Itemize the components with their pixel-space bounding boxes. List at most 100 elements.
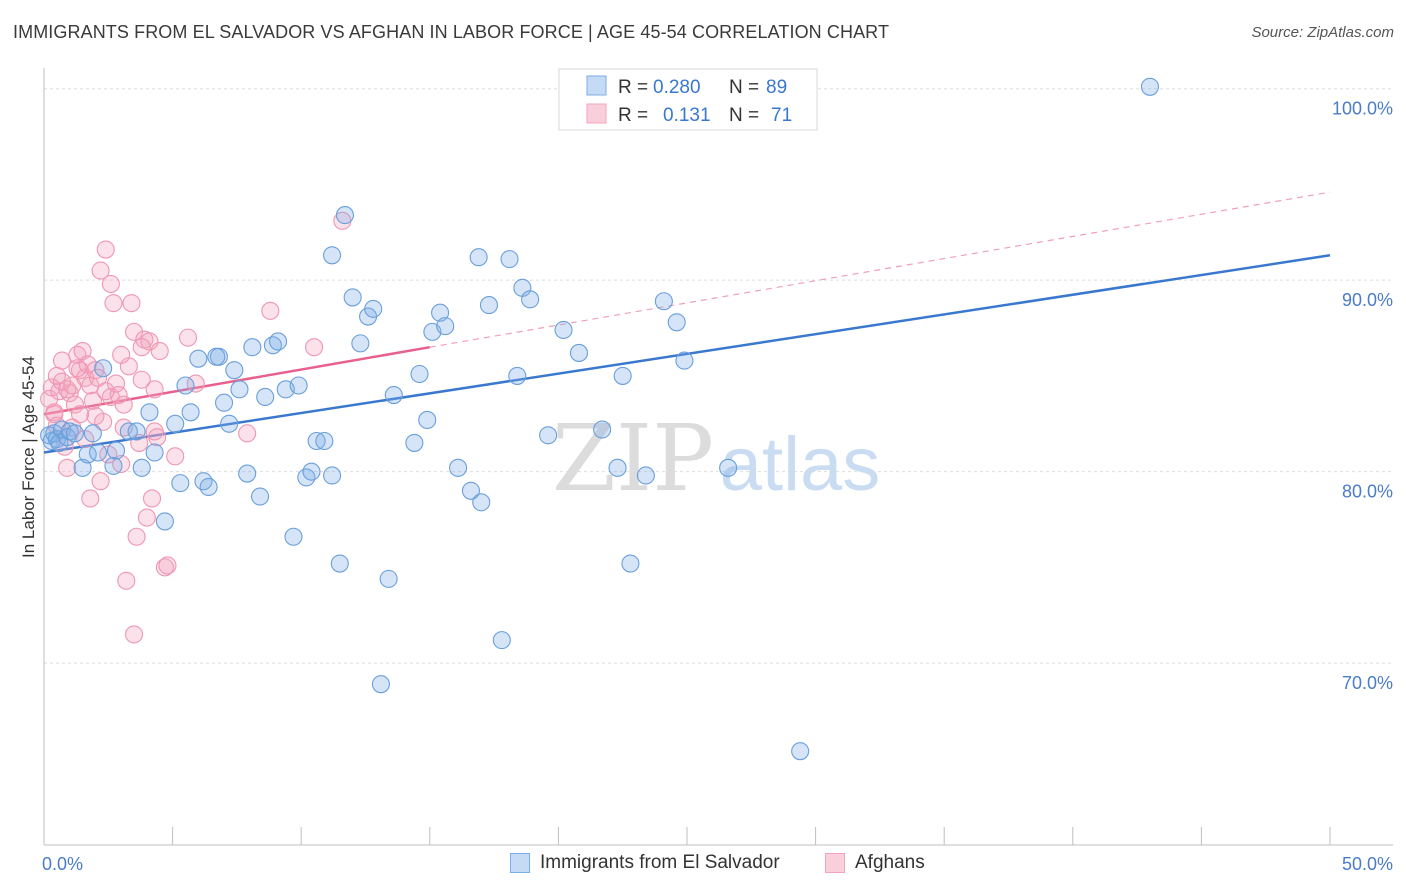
point-el-salvador bbox=[418, 410, 437, 430]
point-afghans bbox=[63, 376, 82, 395]
point-afghans bbox=[112, 345, 131, 364]
point-el-salvador bbox=[127, 422, 146, 441]
point-el-salvador bbox=[140, 403, 159, 422]
legend-label-el-salvador: Immigrants from El Salvador bbox=[540, 852, 780, 873]
legend-box: R = 0.280 N = 89 R = 0.131 N = 71 bbox=[558, 68, 818, 131]
point-afghans bbox=[122, 294, 141, 313]
point-afghans bbox=[114, 395, 133, 414]
point-el-salvador bbox=[243, 338, 262, 357]
point-afghans bbox=[112, 454, 131, 474]
y-axis-label: In Labor Force | Age 45-54 bbox=[19, 356, 38, 558]
point-afghans bbox=[52, 372, 72, 391]
point-el-salvador bbox=[521, 290, 540, 309]
point-el-salvador bbox=[667, 313, 686, 332]
point-el-salvador bbox=[636, 466, 655, 485]
point-el-salvador bbox=[132, 458, 151, 477]
point-el-salvador bbox=[436, 317, 455, 336]
point-el-salvador bbox=[297, 468, 316, 487]
point-el-salvador bbox=[225, 361, 244, 380]
point-el-salvador bbox=[250, 487, 270, 506]
point-afghans bbox=[124, 625, 144, 644]
legend-n-label-1: N = bbox=[729, 77, 759, 98]
watermark-zip: ZIP bbox=[552, 405, 714, 512]
point-afghans bbox=[91, 472, 110, 491]
point-el-salvador bbox=[104, 456, 123, 475]
point-el-salvador bbox=[155, 512, 174, 531]
legend-swatch-el-salvador bbox=[510, 853, 530, 873]
gridlines bbox=[44, 88, 1393, 664]
legend-swatch-blue bbox=[586, 75, 607, 96]
point-afghans bbox=[127, 527, 146, 546]
point-el-salvador bbox=[65, 424, 84, 443]
point-el-salvador bbox=[508, 366, 527, 385]
chart-title: IMMIGRANTS FROM EL SALVADOR VS AFGHAN IN… bbox=[13, 22, 890, 42]
legend-swatch-pink bbox=[586, 103, 607, 124]
point-afghans bbox=[45, 405, 64, 424]
point-el-salvador bbox=[379, 569, 398, 588]
point-afghans bbox=[132, 338, 151, 357]
point-afghans bbox=[101, 274, 120, 294]
point-el-salvador bbox=[199, 477, 218, 497]
point-el-salvador bbox=[207, 347, 226, 366]
point-afghans bbox=[91, 261, 110, 280]
point-el-salvador bbox=[145, 443, 164, 462]
point-el-salvador bbox=[593, 420, 612, 439]
point-el-salvador bbox=[351, 334, 370, 353]
point-el-salvador bbox=[569, 343, 589, 362]
point-el-salvador bbox=[335, 206, 354, 225]
point-afghans bbox=[86, 407, 105, 426]
y-tick-labels: 100.0% 90.0% 80.0% 70.0% bbox=[1332, 99, 1393, 693]
point-el-salvador bbox=[469, 248, 488, 267]
y-tick-label: 80.0% bbox=[1342, 482, 1393, 502]
point-afghans bbox=[104, 294, 123, 313]
legend-r-label-2: R = bbox=[618, 105, 648, 126]
point-afghans bbox=[150, 341, 169, 361]
point-el-salvador bbox=[289, 376, 308, 395]
legend-r-value-2: 0.131 bbox=[663, 105, 711, 126]
point-el-salvador bbox=[608, 458, 627, 477]
point-el-salvador bbox=[449, 458, 468, 477]
source-label: Source: ZipAtlas.com bbox=[1251, 24, 1394, 41]
point-afghans bbox=[70, 405, 90, 424]
point-el-salvador bbox=[675, 351, 694, 370]
point-afghans bbox=[124, 322, 144, 341]
bottom-legend: Immigrants from El Salvador Afghans bbox=[0, 850, 1406, 880]
x-tick-label-max: 50.0% bbox=[1342, 854, 1393, 874]
point-el-salvador bbox=[220, 414, 239, 433]
point-afghans bbox=[96, 240, 115, 259]
point-el-salvador bbox=[364, 299, 383, 318]
point-el-salvador bbox=[307, 431, 326, 451]
point-afghans bbox=[65, 395, 84, 414]
point-el-salvador bbox=[371, 675, 390, 694]
trendline-afghans-extension bbox=[429, 191, 1331, 348]
point-el-salvador bbox=[230, 380, 249, 399]
x-tick-label-min: 0.0% bbox=[42, 854, 83, 874]
point-el-salvador bbox=[119, 422, 138, 441]
legend-n-value-2: 71 bbox=[771, 105, 792, 126]
point-afghans bbox=[106, 374, 126, 393]
point-el-salvador bbox=[330, 554, 349, 573]
point-el-salvador bbox=[472, 493, 491, 512]
legend-r-value-1: 0.280 bbox=[653, 77, 701, 98]
trendline-el-salvador bbox=[43, 254, 1331, 454]
point-el-salvador bbox=[554, 320, 573, 340]
point-afghans bbox=[158, 556, 177, 575]
point-el-salvador bbox=[88, 443, 108, 462]
point-el-salvador bbox=[302, 462, 321, 481]
point-el-salvador bbox=[479, 296, 499, 315]
data-points bbox=[40, 77, 1160, 761]
point-afghans bbox=[155, 558, 174, 577]
point-afghans bbox=[117, 571, 136, 590]
point-el-salvador bbox=[83, 424, 102, 443]
point-el-salvador bbox=[256, 387, 275, 407]
point-afghans bbox=[88, 368, 108, 387]
point-el-salvador bbox=[166, 414, 185, 433]
point-el-salvador bbox=[431, 303, 450, 322]
point-el-salvador bbox=[238, 464, 257, 483]
point-afghans bbox=[83, 391, 102, 410]
point-el-salvador bbox=[284, 527, 303, 546]
point-afghans bbox=[130, 433, 149, 452]
x-tick-labels: 0.0% 50.0% bbox=[42, 854, 1393, 874]
legend-label-afghans: Afghans bbox=[855, 852, 925, 873]
point-afghans bbox=[145, 380, 164, 399]
